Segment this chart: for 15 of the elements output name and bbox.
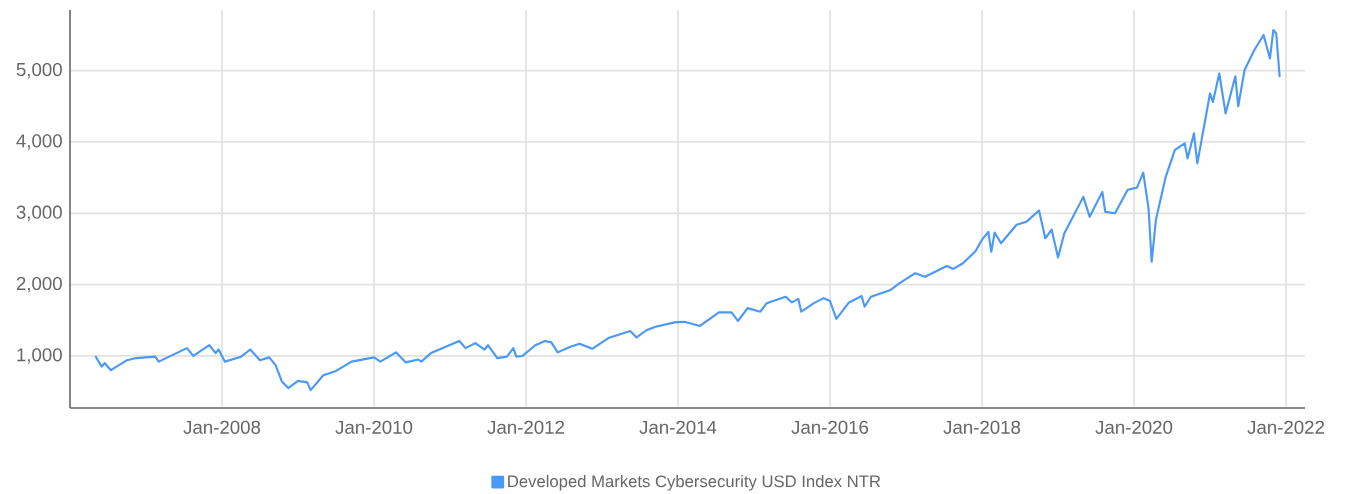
x-tick-label: Jan-2018: [943, 420, 1021, 434]
y-tick-label: 1,000: [17, 348, 62, 364]
legend-label: Developed Markets Cybersecurity USD Index NTR: [508, 474, 881, 491]
x-tick-label: Jan-2022: [1247, 420, 1324, 434]
y-tick-label: 3,000: [16, 205, 62, 221]
x-tick-label: Jan-2008: [183, 420, 261, 434]
x-tick-label: Jan-2010: [335, 420, 413, 434]
x-tick-label: Jan-2014: [639, 420, 717, 434]
y-tick-label: 4,000: [16, 134, 62, 150]
y-tick-label: 5,000: [16, 62, 62, 79]
x-tick-label: Jan-2012: [487, 420, 564, 434]
line-series: [94, 28, 1281, 392]
x-tick-label: Jan-2020: [1095, 420, 1173, 434]
y-tick-label: 2,000: [16, 276, 62, 293]
x-tick-label: Jan-2016: [791, 420, 869, 434]
